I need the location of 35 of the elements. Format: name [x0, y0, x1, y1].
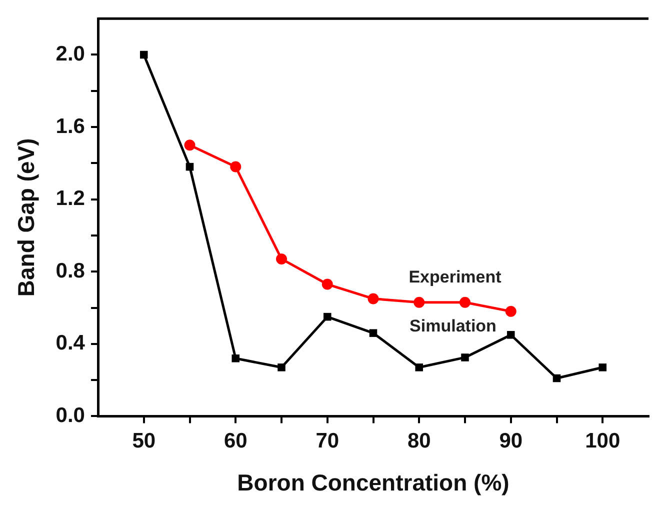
point [322, 278, 333, 290]
point [232, 354, 240, 362]
annotation: Simulation [410, 316, 496, 336]
y-tick-label: 0.8 [56, 259, 86, 282]
point [276, 253, 287, 264]
point [505, 306, 516, 317]
x-tick-label: 100 [585, 430, 620, 453]
y-tick-label: 0.4 [56, 332, 86, 355]
y-tick-label: 2.0 [56, 42, 85, 66]
point [552, 374, 561, 382]
point [598, 364, 607, 372]
x-tick-label: 50 [132, 430, 156, 453]
point [323, 312, 332, 321]
point [230, 161, 242, 172]
point [140, 50, 148, 59]
point [369, 329, 378, 337]
point [184, 140, 196, 151]
point [506, 330, 515, 339]
point [460, 296, 470, 308]
y-tick-label: 0.0 [56, 404, 85, 427]
y-tick-label: 1.6 [56, 114, 85, 138]
point [278, 364, 286, 372]
point [414, 296, 425, 308]
x-tick-label: 80 [407, 430, 431, 453]
x-tick-label: 70 [316, 430, 340, 453]
point [186, 162, 194, 171]
point [461, 354, 469, 362]
x-tick-label: 90 [499, 430, 523, 453]
x-tick-label: 60 [224, 430, 248, 453]
y-tick-label: 1.2 [56, 187, 85, 210]
x-axis-title: Boron Concentration (%) [237, 470, 510, 496]
y-axis-title: Band Gap (eV) [13, 138, 40, 297]
annotation: Experiment [408, 268, 502, 287]
point [368, 293, 379, 304]
point [415, 364, 424, 372]
